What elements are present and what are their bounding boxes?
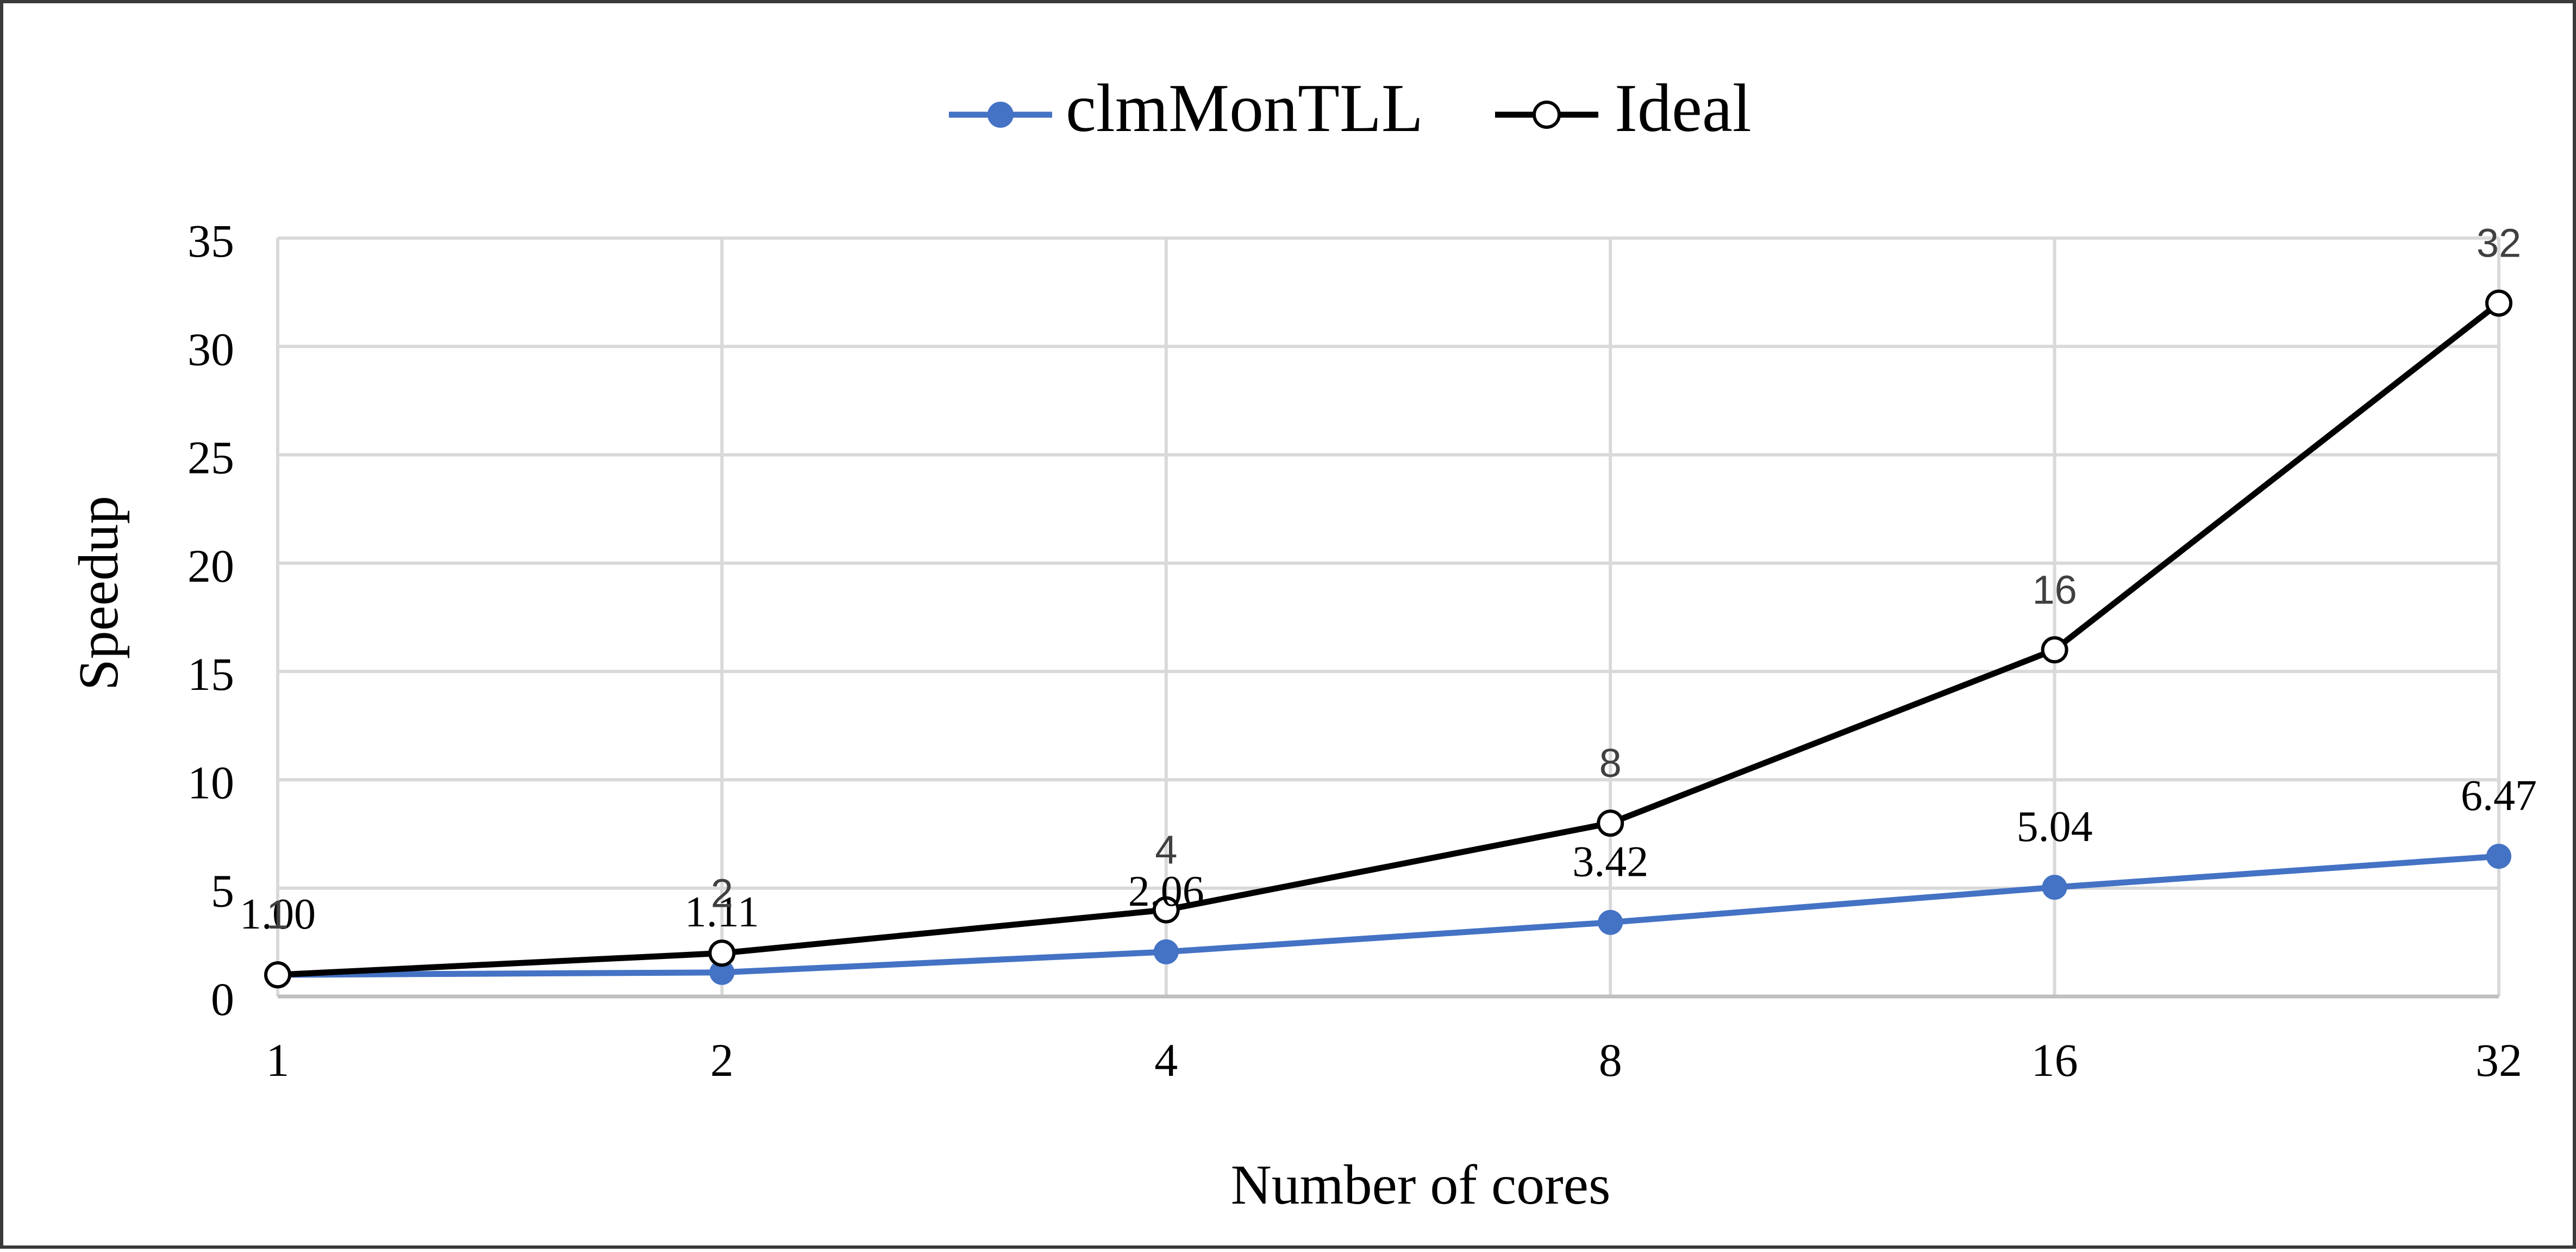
data-point-ideal [264,961,291,989]
x-tick-label: 32 [2475,1034,2522,1086]
data-point-ideal [2485,289,2512,317]
data-point-ideal [1152,896,1180,924]
y-tick-label: 25 [187,432,234,484]
y-tick-label: 10 [187,756,234,808]
y-axis-title: Speedup [67,496,130,690]
y-tick-label: 15 [187,648,234,700]
data-label-ideal: 4 [1155,827,1177,873]
data-label-clmmontll: 5.04 [2017,803,2093,851]
legend-clmMonTLL-marker [987,102,1014,128]
data-label-ideal: 8 [1599,740,1622,786]
legend-ideal-marker [1533,101,1561,129]
data-labels: 1.00 1.11 2.06 3.42 5.04 6.47 1 2 4 8 16 32 [240,221,2537,939]
data-point-clmmontll [1598,910,1623,935]
series-lines [277,301,2501,978]
data-label-ideal: 32 [2477,221,2521,266]
x-tick-label: 2 [710,1034,734,1086]
data-label-clmmontll: 1.11 [685,888,759,936]
series-line-clmmontll [277,853,2499,978]
data-label-clmmontll: 1.00 [240,890,316,938]
line-chart: 0 5 10 15 20 25 30 35 1 2 4 8 16 32 1.00 1.11 2.06 3.42 5… [67,71,2537,1216]
gridlines [276,236,2500,996]
data-label-ideal: 2 [711,870,733,915]
data-point-clmmontll [1153,939,1179,964]
x-tick-label: 4 [1154,1034,1178,1086]
data-label-ideal: 1 [266,892,289,937]
axes: 0 5 10 15 20 25 30 35 1 2 4 8 16 32 [187,215,2522,1086]
y-tick-label: 30 [187,323,234,375]
series-markers [264,289,2512,989]
x-axis-title: Number of cores [1231,1154,1611,1216]
data-label-clmmontll: 6.47 [2461,772,2537,820]
data-label-clmmontll: 2.06 [1128,868,1204,915]
data-point-ideal [2041,636,2068,664]
x-tick-label: 8 [1599,1034,1622,1086]
data-point-clmmontll [2486,844,2511,869]
data-point-clmmontll [2042,875,2067,900]
legend-clmMonTLL-label: clmMonTLL [1066,71,1423,146]
legend: clmMonTLL Ideal [949,71,1752,146]
legend-ideal-label: Ideal [1615,71,1752,146]
x-tick-label: 16 [2031,1034,2078,1086]
x-tick-label: 1 [266,1034,290,1086]
data-label-clmmontll: 3.42 [1572,838,1648,886]
data-point-ideal [708,939,736,967]
y-tick-label: 20 [187,540,234,592]
y-tick-label: 35 [187,215,234,267]
series-line-ideal [277,301,2501,978]
y-tick-label: 0 [211,973,234,1025]
data-point-ideal [1597,809,1624,837]
data-label-ideal: 16 [2032,567,2077,612]
y-tick-label: 5 [211,865,234,917]
